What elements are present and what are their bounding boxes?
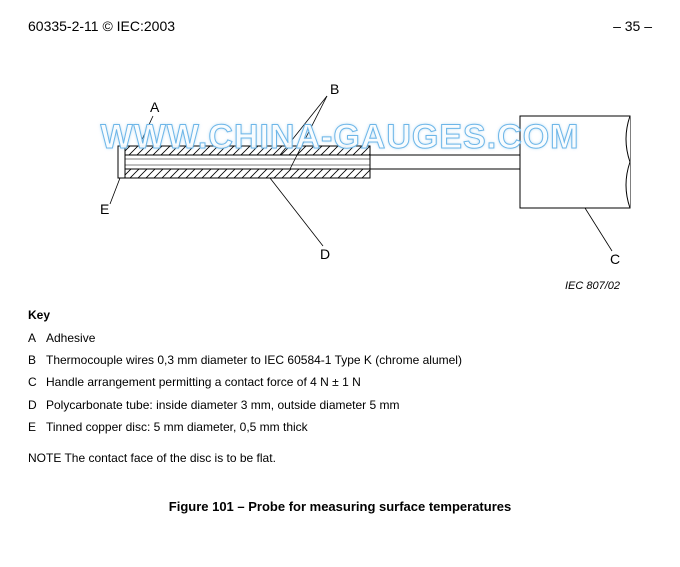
key-row-b: B Thermocouple wires 0,3 mm diameter to … — [28, 352, 652, 368]
leader-a — [140, 116, 153, 144]
label-d: D — [320, 246, 330, 262]
note-text: NOTE The contact face of the disc is to … — [28, 451, 652, 465]
leader-c — [585, 208, 612, 251]
page-header: 60335-2-11 © IEC:2003 – 35 – — [28, 18, 652, 34]
key-section: Key A Adhesive B Thermocouple wires 0,3 … — [28, 308, 652, 435]
key-text: Tinned copper disc: 5 mm diameter, 0,5 m… — [46, 419, 308, 435]
leader-e — [110, 178, 120, 204]
key-row-e: E Tinned copper disc: 5 mm diameter, 0,5… — [28, 419, 652, 435]
key-letter: C — [28, 374, 46, 390]
label-e: E — [100, 201, 109, 217]
tube-shape — [125, 146, 370, 178]
key-text: Handle arrangement permitting a contact … — [46, 374, 361, 390]
key-letter: E — [28, 419, 46, 435]
handle-shape — [520, 116, 630, 208]
key-row-c: C Handle arrangement permitting a contac… — [28, 374, 652, 390]
key-letter: B — [28, 352, 46, 368]
key-row-a: A Adhesive — [28, 330, 652, 346]
key-text: Adhesive — [46, 330, 95, 346]
key-text: Thermocouple wires 0,3 mm diameter to IE… — [46, 352, 462, 368]
disc-shape — [118, 146, 125, 178]
label-b: B — [330, 81, 339, 97]
leader-d — [270, 178, 323, 246]
diagram: A B E D C IEC 807/02 — [30, 54, 650, 274]
probe-diagram-svg: A B E D C — [30, 54, 650, 274]
standard-ref: 60335-2-11 © IEC:2003 — [28, 18, 175, 34]
label-a: A — [150, 99, 160, 115]
key-letter: D — [28, 397, 46, 413]
key-row-d: D Polycarbonate tube: inside diameter 3 … — [28, 397, 652, 413]
label-c: C — [610, 251, 620, 267]
figure-caption: Figure 101 – Probe for measuring surface… — [28, 499, 652, 514]
key-text: Polycarbonate tube: inside diameter 3 mm… — [46, 397, 400, 413]
key-letter: A — [28, 330, 46, 346]
key-heading: Key — [28, 308, 652, 322]
page-container: 60335-2-11 © IEC:2003 – 35 – — [0, 0, 680, 567]
page-number: – 35 – — [613, 18, 652, 34]
iec-doc-ref: IEC 807/02 — [565, 280, 620, 292]
